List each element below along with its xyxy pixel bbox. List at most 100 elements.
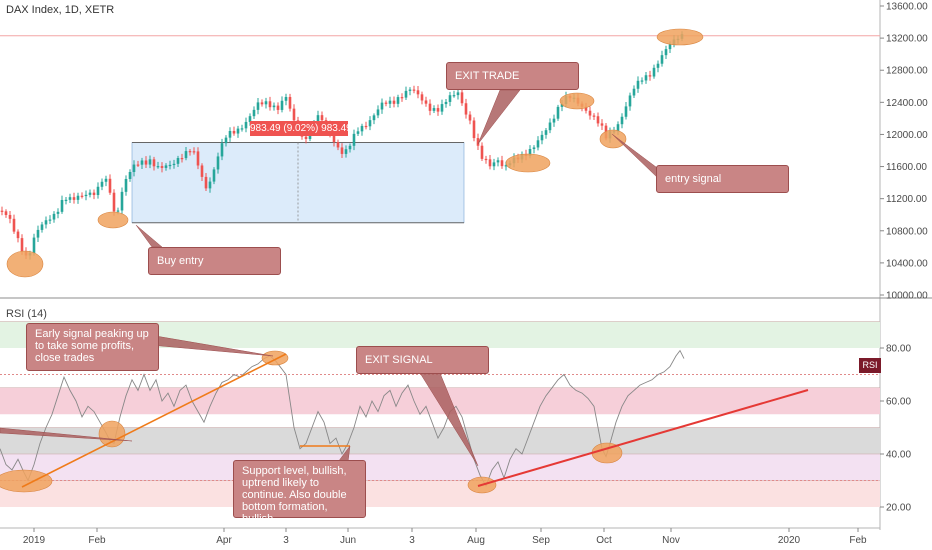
candle-body <box>416 90 420 95</box>
note-support-level: Support level, bullish, uptrend likely t… <box>233 460 366 525</box>
candle-body <box>432 108 436 111</box>
price-tick-label: 12800.00 <box>886 66 928 77</box>
rsi-tick-label: 80.00 <box>886 344 911 355</box>
candle-body <box>452 95 456 97</box>
measure-label: 983.49 (9.02%) 983.49 <box>250 121 348 136</box>
candle-body <box>336 142 340 148</box>
candle-body <box>260 102 264 105</box>
candle-body <box>292 108 296 121</box>
candle-body <box>184 151 188 159</box>
candle-body <box>484 158 488 161</box>
highlight-ellipse <box>261 350 289 366</box>
note-exit-signal: EXIT SIGNAL <box>356 346 489 374</box>
candle-body <box>440 104 444 112</box>
candle-body <box>116 210 120 212</box>
candle-body <box>424 100 428 104</box>
candle-body <box>556 106 560 119</box>
price-panel[interactable]: 13600.00 13200.00 12800.00 12400.00 12000.00… <box>0 0 932 530</box>
candle-body <box>536 140 540 148</box>
candle-body <box>280 100 284 110</box>
x-axis: 2019 Feb Apr 3 Jun 3 Aug Sep Oct Nov 2020 Feb <box>0 527 880 546</box>
time-tick-label: Nov <box>662 535 680 546</box>
candle-body <box>152 159 156 167</box>
candle-body <box>384 102 388 104</box>
candle-body <box>480 145 484 159</box>
candle-body <box>232 130 236 134</box>
time-tick-label: Feb <box>849 535 867 546</box>
highlight-ellipse <box>505 153 551 173</box>
candle-body <box>656 63 660 68</box>
candle-body <box>240 128 244 130</box>
candle-body <box>428 103 432 111</box>
candle-body <box>644 75 648 81</box>
candle-body <box>356 131 360 134</box>
candle-body <box>504 165 508 167</box>
candle-body <box>196 151 200 166</box>
candle-body <box>48 219 52 221</box>
candle-body <box>668 44 672 50</box>
candle-body <box>124 178 128 192</box>
candle-body <box>420 94 424 101</box>
candle-body <box>592 115 596 117</box>
time-tick-label: 2020 <box>778 535 801 546</box>
callout-pointer <box>477 89 521 145</box>
candle-body <box>156 166 160 168</box>
candle-body <box>560 104 564 107</box>
rsi-tick-label: 20.00 <box>886 503 911 514</box>
candle-body <box>32 237 36 254</box>
candle-body <box>212 169 216 182</box>
candle-body <box>552 118 556 123</box>
candle-body <box>476 138 480 146</box>
candle-body <box>600 123 604 126</box>
candle-body <box>632 88 636 96</box>
candle-body <box>72 197 76 200</box>
candle-body <box>256 102 260 110</box>
candle-body <box>392 100 396 104</box>
time-tick-label: Apr <box>216 535 232 546</box>
candle-body <box>636 80 640 89</box>
candle-body <box>544 130 548 135</box>
candle-body <box>180 158 184 160</box>
time-tick-label: 3 <box>409 535 415 546</box>
candle-body <box>448 95 452 102</box>
price-tick-label: 10000.00 <box>886 291 928 302</box>
candle-body <box>56 211 60 214</box>
candle-body <box>596 116 600 124</box>
candle-body <box>616 124 620 132</box>
candle-body <box>204 176 208 189</box>
candle-body <box>44 220 48 225</box>
note-entry-signal: entry signal <box>656 165 789 193</box>
candle-body <box>320 115 324 121</box>
candle-body <box>64 199 68 202</box>
candle-body <box>16 231 20 239</box>
highlight-ellipse <box>0 469 53 493</box>
candle-body <box>236 128 240 134</box>
candle-body <box>588 110 592 116</box>
candle-body <box>344 149 348 154</box>
candle-body <box>112 192 116 212</box>
candle-body <box>144 160 148 165</box>
candle-body <box>496 160 500 163</box>
candle-body <box>172 163 176 166</box>
price-tick-label: 13600.00 <box>886 2 928 13</box>
candle-body <box>348 145 352 150</box>
candle-body <box>100 181 104 187</box>
price-tick-label: 13200.00 <box>886 34 928 45</box>
candle-body <box>96 186 100 196</box>
candle-body <box>404 90 408 98</box>
candle-body <box>84 194 88 197</box>
candle-body <box>68 197 72 200</box>
candle-body <box>620 116 624 125</box>
candle-body <box>128 171 132 179</box>
candle-body <box>160 166 164 168</box>
time-tick-label: Oct <box>596 535 612 546</box>
candle-body <box>360 125 364 132</box>
candle-body <box>216 156 220 170</box>
candle-body <box>628 95 632 107</box>
note-exit-trade: EXIT TRADE <box>446 62 579 90</box>
candle-body <box>8 214 12 219</box>
candle-body <box>460 92 464 104</box>
time-tick-label: Sep <box>532 535 550 546</box>
rsi-tick-label: 40.00 <box>886 450 911 461</box>
